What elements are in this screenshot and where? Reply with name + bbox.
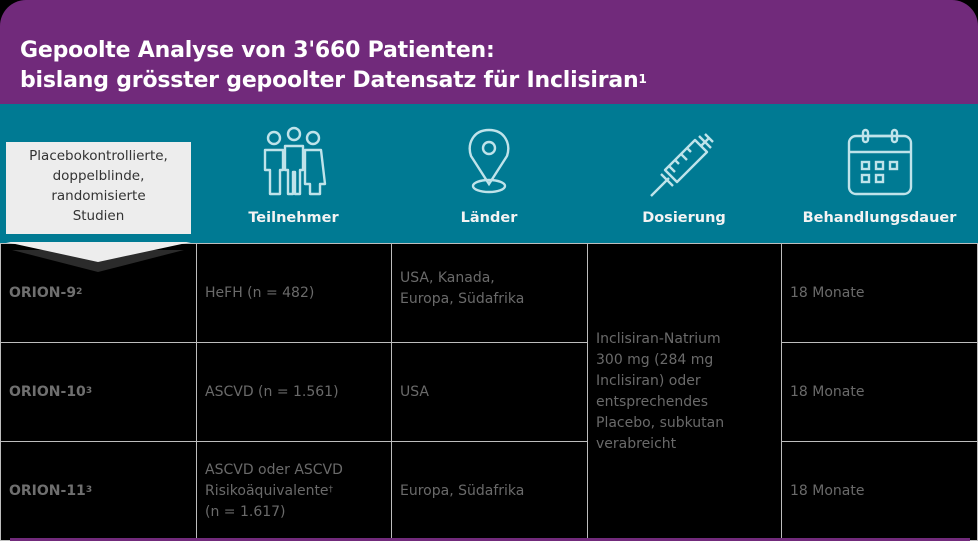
participants-value: ASCVD (n = 1.561) <box>205 383 339 400</box>
countries-value: Europa, Südafrika <box>400 482 525 499</box>
column-label: Behandlungsdauer <box>802 210 957 226</box>
countries-cell: USA <box>391 342 588 442</box>
participants-cell: ASCVD oder ASCVD Risikoäquivalente† (n =… <box>196 441 392 541</box>
countries-cell: USA, Kanada, Europa, Südafrika <box>391 243 588 343</box>
dosing-line: Inclisiran) oder <box>596 373 701 389</box>
callout-arrow <box>6 242 191 262</box>
dagger-mark: † <box>328 484 334 495</box>
dosing-line: Inclisiran-Natrium <box>596 331 721 347</box>
column-label: Länder <box>460 210 518 226</box>
countries-cell: Europa, Südafrika <box>391 441 588 541</box>
study-type-callout: Placebokontrollierte, doppelblinde, rand… <box>6 142 191 234</box>
bottom-accent-bar <box>10 538 970 541</box>
study-name: ORION-9 <box>9 284 77 301</box>
duration-value: 18 Monate <box>790 284 865 301</box>
callout-line: randomisierte <box>51 188 146 204</box>
dosing-cell: Inclisiran-Natrium 300 mg (284 mg Inclis… <box>587 243 782 541</box>
studies-table: ORION-9 2 HeFH (n = 482) USA, Kanada, Eur… <box>0 243 978 541</box>
reference-mark: 2 <box>76 286 83 297</box>
participants-cell: HeFH (n = 482) <box>196 243 392 343</box>
dosing-line: Placebo, subkutan <box>596 415 725 431</box>
duration-value: 18 Monate <box>790 482 865 499</box>
participants-cell: ASCVD (n = 1.561) <box>196 342 392 442</box>
map-pin-icon <box>468 128 510 194</box>
countries-value: Europa, Südafrika <box>400 291 525 307</box>
page-title: Gepoolte Analyse von 3'660 Patienten: bi… <box>20 36 647 96</box>
duration-cell: 18 Monate <box>781 243 978 343</box>
column-label: Teilnehmer <box>248 210 339 226</box>
column-header-dosing: Dosierung <box>587 104 781 243</box>
reference-mark: 3 <box>85 484 93 495</box>
title-footnote: 1 <box>638 72 647 86</box>
reference-mark: 3 <box>85 385 93 396</box>
study-name-cell: ORION-11 3 <box>0 441 197 541</box>
title-line-2: bislang grösster gepoolter Datensatz für… <box>20 68 639 93</box>
countries-value: USA, Kanada, <box>400 270 495 286</box>
study-name-cell: ORION-10 3 <box>0 342 197 442</box>
callout-line: Studien <box>72 208 125 224</box>
column-header-participants: Teilnehmer <box>196 104 391 243</box>
column-header-duration: Behandlungsdauer <box>781 104 978 243</box>
study-name: ORION-11 <box>9 482 86 499</box>
duration-cell: 18 Monate <box>781 342 978 442</box>
callout-line: doppelblinde, <box>52 168 145 184</box>
duration-value: 18 Monate <box>790 383 865 400</box>
duration-cell: 18 Monate <box>781 441 978 541</box>
column-header-band: Placebokontrollierte, doppelblinde, rand… <box>0 104 978 243</box>
column-label: Dosierung <box>642 210 726 226</box>
calendar-icon <box>847 128 912 196</box>
participants-value: (n = 1.617) <box>205 503 286 520</box>
dosing-line: entsprechendes <box>596 394 709 410</box>
column-header-countries: Länder <box>391 104 587 243</box>
participants-value: Risikoäquivalente <box>205 482 329 499</box>
dosing-line: 300 mg (284 mg <box>596 352 714 368</box>
people-group-icon <box>263 126 326 196</box>
callout-line: Placebokontrollierte, <box>29 148 168 164</box>
study-name: ORION-10 <box>9 383 86 400</box>
dosing-line: verabreicht <box>596 436 677 452</box>
title-line-1: Gepoolte Analyse von 3'660 Patienten: <box>20 38 495 63</box>
title-header: Gepoolte Analyse von 3'660 Patienten: bi… <box>0 0 978 104</box>
syringe-icon <box>650 133 714 197</box>
countries-value: USA <box>400 383 429 400</box>
participants-value: HeFH (n = 482) <box>205 284 315 301</box>
participants-value: ASCVD oder ASCVD <box>205 461 343 478</box>
